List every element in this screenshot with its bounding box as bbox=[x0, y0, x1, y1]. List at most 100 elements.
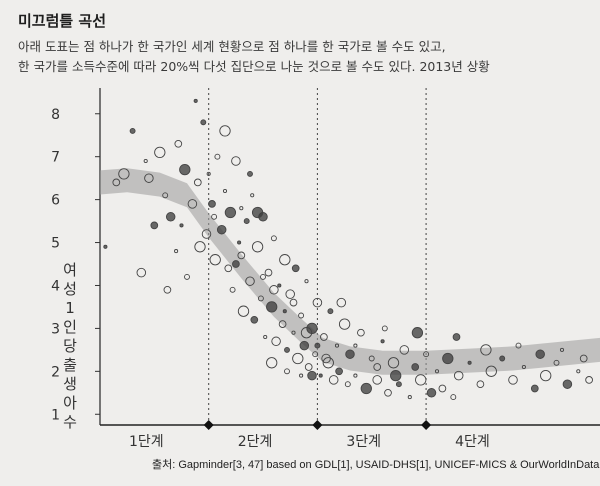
data-point bbox=[150, 221, 159, 230]
data-point bbox=[247, 170, 253, 177]
trend-band bbox=[100, 168, 600, 375]
y-axis-label-char: 출 bbox=[63, 356, 77, 374]
data-point bbox=[174, 139, 183, 148]
data-point bbox=[129, 127, 136, 134]
data-point bbox=[237, 251, 246, 260]
data-point bbox=[282, 309, 287, 314]
data-point bbox=[277, 283, 282, 288]
data-point bbox=[353, 373, 358, 378]
data-point bbox=[335, 367, 343, 376]
data-point bbox=[179, 223, 184, 228]
stage-marker-2 bbox=[312, 420, 323, 430]
data-point bbox=[154, 146, 166, 159]
data-point bbox=[291, 330, 296, 335]
data-point bbox=[193, 178, 202, 187]
data-point bbox=[174, 249, 179, 254]
data-point bbox=[299, 373, 304, 378]
data-point bbox=[530, 384, 539, 393]
data-point bbox=[576, 369, 581, 374]
data-point bbox=[380, 339, 385, 344]
data-point bbox=[353, 343, 358, 348]
data-point bbox=[143, 158, 148, 164]
data-point bbox=[338, 318, 351, 330]
data-point bbox=[271, 336, 281, 347]
data-point bbox=[263, 334, 268, 340]
data-point bbox=[232, 260, 240, 268]
data-point bbox=[229, 286, 236, 293]
data-point bbox=[211, 213, 218, 220]
data-point bbox=[322, 357, 334, 369]
data-point bbox=[278, 320, 287, 328]
data-point bbox=[415, 374, 427, 386]
y-axis-label-char: 수 bbox=[63, 413, 77, 431]
data-point bbox=[279, 254, 291, 266]
data-point bbox=[450, 394, 457, 401]
data-point bbox=[442, 352, 454, 365]
data-point bbox=[368, 355, 375, 362]
data-point bbox=[540, 369, 552, 382]
data-point bbox=[250, 193, 255, 198]
data-point bbox=[307, 370, 317, 381]
data-point bbox=[231, 156, 241, 166]
y-axis-label-char: 여 bbox=[63, 261, 77, 279]
data-point bbox=[300, 327, 313, 339]
data-point bbox=[112, 178, 121, 187]
y-tick-label-4: 4 bbox=[51, 278, 60, 294]
data-point bbox=[224, 264, 233, 273]
stage-label-4: 4단계 bbox=[455, 434, 490, 450]
data-point bbox=[320, 333, 328, 341]
y-tick-label-5: 5 bbox=[51, 236, 60, 252]
data-point bbox=[357, 328, 365, 337]
data-point bbox=[206, 171, 211, 176]
y-tick-label-7: 7 bbox=[51, 150, 60, 166]
data-point bbox=[187, 199, 198, 209]
data-point bbox=[438, 384, 447, 393]
data-point bbox=[334, 343, 340, 348]
data-point bbox=[314, 342, 321, 349]
data-point bbox=[467, 360, 472, 365]
data-point bbox=[328, 375, 339, 385]
data-point bbox=[194, 241, 206, 253]
y-axis-label-char: 생 bbox=[63, 375, 77, 393]
data-point bbox=[264, 268, 273, 277]
y-tick-label-8: 8 bbox=[51, 107, 60, 123]
y-axis-label-char: 당 bbox=[63, 337, 77, 355]
stage-label-2: 2단계 bbox=[238, 434, 273, 450]
data-point bbox=[162, 192, 169, 199]
data-point bbox=[118, 168, 130, 180]
data-point bbox=[266, 301, 278, 313]
data-point bbox=[515, 342, 522, 349]
data-point bbox=[452, 333, 461, 341]
y-tick-label-3: 3 bbox=[51, 321, 60, 337]
data-point bbox=[201, 229, 212, 239]
data-point bbox=[345, 349, 355, 359]
data-point bbox=[269, 285, 279, 295]
data-point bbox=[559, 347, 565, 352]
data-point bbox=[245, 276, 255, 286]
data-point bbox=[224, 206, 237, 219]
data-point bbox=[243, 218, 250, 225]
data-point bbox=[289, 298, 298, 307]
data-point bbox=[103, 244, 108, 249]
data-point bbox=[407, 395, 412, 400]
data-point bbox=[312, 297, 323, 308]
data-point bbox=[360, 382, 372, 395]
data-point bbox=[136, 267, 147, 278]
data-point bbox=[292, 352, 304, 365]
data-point bbox=[219, 125, 231, 137]
data-point bbox=[266, 357, 278, 369]
data-point bbox=[184, 273, 190, 280]
data-point bbox=[384, 388, 392, 397]
data-point bbox=[250, 315, 259, 324]
y-tick-label-1: 1 bbox=[51, 407, 60, 423]
stage-marker-3 bbox=[421, 420, 432, 430]
data-point bbox=[208, 200, 216, 208]
data-point bbox=[318, 373, 323, 378]
data-point bbox=[390, 369, 402, 382]
data-point bbox=[499, 355, 506, 362]
y-axis-label-char: 1 bbox=[65, 299, 75, 317]
data-point bbox=[373, 363, 382, 371]
data-point bbox=[423, 351, 430, 358]
data-point bbox=[299, 340, 310, 351]
